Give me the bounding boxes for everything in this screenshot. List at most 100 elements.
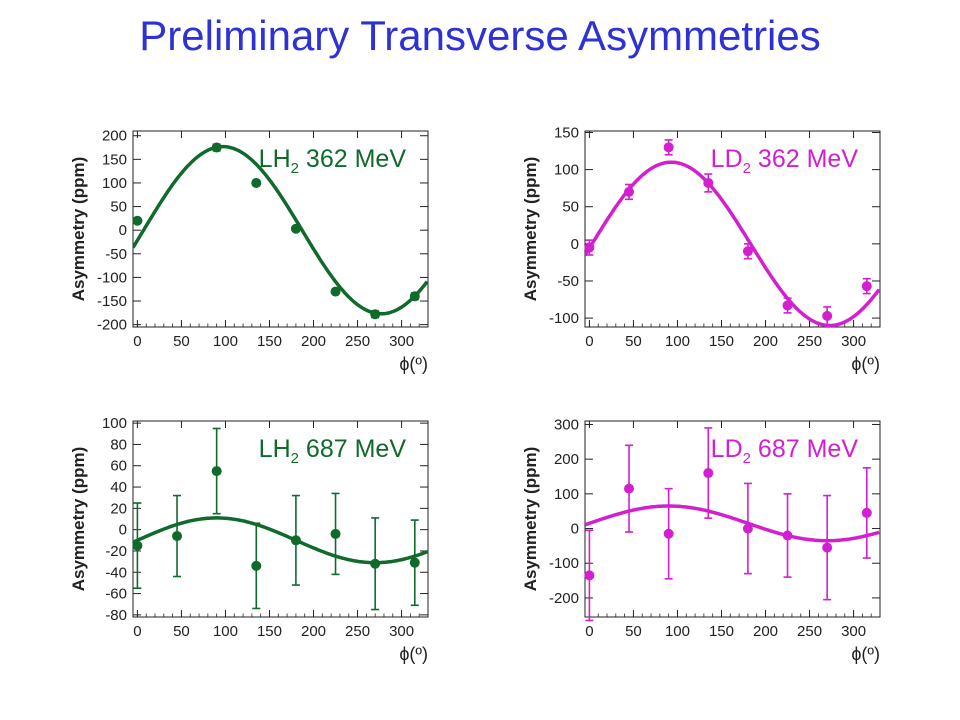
- panel-label-main: LD: [711, 145, 743, 173]
- y-tick-label: 100: [102, 175, 127, 192]
- panel-label: LD2 687 MeV: [711, 435, 859, 467]
- data-point: [409, 291, 420, 302]
- x-tick-label: 0: [133, 333, 141, 350]
- y-tick-label: -200: [97, 317, 127, 334]
- y-tick-label: -80: [105, 607, 127, 624]
- x-tick-label: 0: [585, 333, 593, 350]
- data-point: [251, 177, 262, 188]
- x-tick-label: 0: [133, 623, 141, 640]
- data-point: [330, 286, 341, 297]
- x-tick-label: 200: [753, 623, 778, 640]
- data-point: [742, 246, 753, 257]
- x-tick-label: 200: [753, 333, 778, 350]
- data-point: [822, 310, 833, 321]
- data-point: [251, 560, 262, 571]
- y-tick-label: 80: [110, 436, 127, 453]
- panel-label: LD2 362 MeV: [711, 145, 859, 177]
- panel-label-rest: 362 MeV: [299, 145, 406, 173]
- y-tick-label: 0: [571, 236, 579, 253]
- slide-title: Preliminary Transverse Asymmetries: [139, 12, 821, 59]
- y-tick-label: 50: [562, 199, 579, 216]
- y-axis-label: Asymmetry (ppm): [521, 157, 540, 302]
- data-point: [584, 242, 595, 253]
- data-point: [861, 281, 872, 292]
- plot-frame: [584, 420, 881, 618]
- x-tick-label: 0: [585, 623, 593, 640]
- x-tick-label: 50: [625, 623, 642, 640]
- data-point: [370, 558, 381, 569]
- x-axis-label: ϕ(º): [851, 644, 880, 664]
- y-tick-label: 100: [102, 415, 127, 432]
- y-tick-label: -50: [557, 273, 579, 290]
- y-tick-label: -100: [549, 555, 579, 572]
- x-tick-label: 50: [173, 623, 190, 640]
- y-tick-label: 150: [102, 151, 127, 168]
- y-tick-label: -50: [105, 246, 127, 263]
- data-point: [132, 540, 143, 551]
- y-tick-label: 50: [110, 199, 127, 216]
- data-point: [703, 468, 714, 479]
- plot-frame: [132, 130, 429, 328]
- y-tick-label: -40: [105, 564, 127, 581]
- panel-label-rest: 687 MeV: [299, 435, 406, 463]
- data-point: [624, 186, 635, 197]
- y-tick-label: 0: [119, 522, 127, 539]
- x-axis-label: ϕ(º): [399, 644, 428, 664]
- x-axis-label: ϕ(º): [851, 354, 880, 374]
- y-tick-label: -20: [105, 543, 127, 560]
- y-tick-label: 300: [554, 416, 579, 433]
- x-tick-label: 250: [797, 623, 822, 640]
- panel-label-main: LH: [259, 145, 291, 173]
- x-tick-label: 250: [345, 623, 370, 640]
- x-tick-label: 150: [257, 623, 282, 640]
- data-point: [172, 531, 183, 542]
- fit-curve: [585, 504, 880, 543]
- y-tick-label: 0: [119, 222, 127, 239]
- panel-label: LH2 362 MeV: [259, 145, 407, 177]
- chart-panel-lh2-687: 0 50 100 150 200 250 300 -80 -60 -40 -20 0 20 40 60 80 1…: [69, 415, 429, 664]
- plot-frame: [132, 420, 429, 618]
- panel-label-subscript: 2: [743, 160, 751, 177]
- data-point: [211, 466, 222, 477]
- y-tick-label: 100: [554, 162, 579, 179]
- panel-label-subscript: 2: [743, 450, 751, 467]
- data-point: [584, 570, 595, 581]
- chart-panel-ld2-687: 0 50 100 150 200 250 300 -200 -100 0 100 200 300 ϕ(º)…: [521, 416, 881, 664]
- x-tick-label: 300: [841, 333, 866, 350]
- x-tick-label: 100: [665, 623, 690, 640]
- panel-label-rest: 362 MeV: [751, 145, 858, 173]
- x-tick-label: 250: [345, 333, 370, 350]
- x-tick-label: 150: [257, 333, 282, 350]
- data-point: [742, 523, 753, 534]
- panel-label-main: LH: [259, 435, 291, 463]
- x-tick-label: 200: [301, 623, 326, 640]
- panel-label-subscript: 2: [291, 160, 299, 177]
- data-point: [782, 530, 793, 541]
- data-point: [132, 215, 143, 226]
- data-point: [663, 528, 674, 539]
- y-tick-label: 20: [110, 500, 127, 517]
- y-tick-label: -60: [105, 586, 127, 603]
- y-axis-label: Asymmetry (ppm): [69, 447, 88, 592]
- x-axis-label: ϕ(º): [399, 354, 428, 374]
- x-tick-label: 250: [797, 333, 822, 350]
- y-tick-label: 200: [102, 128, 127, 145]
- y-tick-label: 200: [554, 451, 579, 468]
- panel-label-rest: 687 MeV: [751, 435, 858, 463]
- chart-panel-ld2-362: 0 50 100 150 200 250 300 -100 -50 0 50 100 150 ϕ(º) As…: [521, 124, 881, 374]
- x-tick-label: 50: [173, 333, 190, 350]
- y-axis-label: Asymmetry (ppm): [69, 157, 88, 302]
- x-tick-label: 100: [213, 333, 238, 350]
- chart-panel-lh2-362: 0 50 100 150 200 250 300 -200 -150 -100 -50 0 50 100 1…: [69, 128, 429, 374]
- x-tick-label: 200: [301, 333, 326, 350]
- x-tick-label: 100: [665, 333, 690, 350]
- x-tick-label: 300: [389, 623, 414, 640]
- y-axis-label: Asymmetry (ppm): [521, 447, 540, 592]
- panel-label-subscript: 2: [291, 450, 299, 467]
- data-point: [663, 142, 674, 153]
- y-tick-label: -200: [549, 590, 579, 607]
- y-tick-label: 40: [110, 479, 127, 496]
- data-point: [624, 483, 635, 494]
- data-point: [330, 528, 341, 539]
- data-point: [782, 300, 793, 311]
